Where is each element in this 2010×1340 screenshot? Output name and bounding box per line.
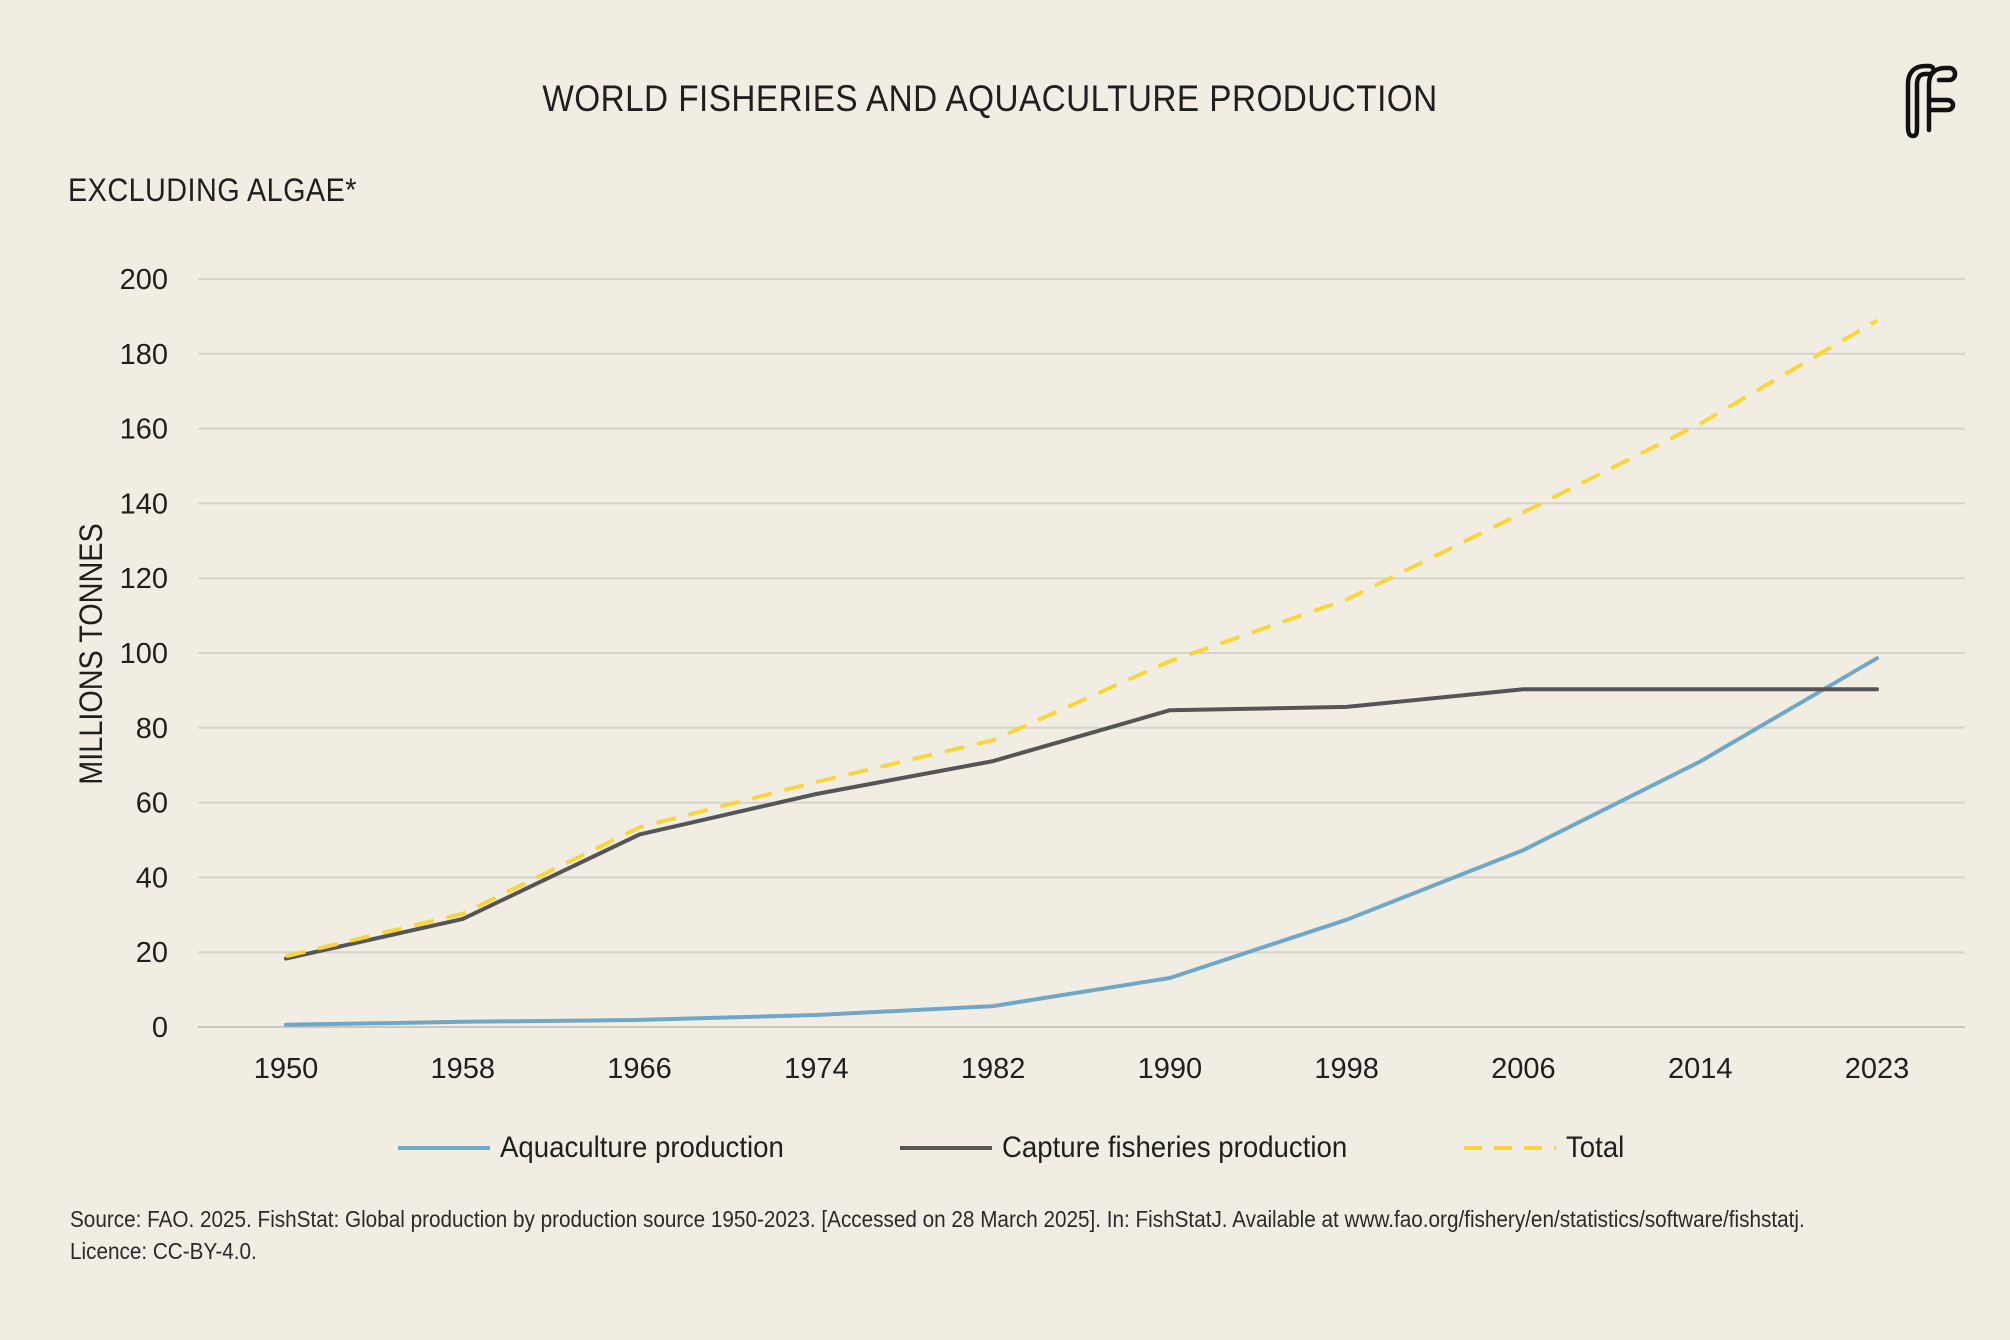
legend-swatch-capture (900, 1146, 992, 1150)
x-tick-label: 2006 (1491, 1053, 1556, 1085)
x-tick-labels: 1950 1958 1966 1974 1982 1990 1998 2006 2014 2023 (254, 1053, 1910, 1085)
legend-label-aquaculture: Aquaculture production (500, 1131, 784, 1164)
series-line-total (285, 318, 1879, 959)
x-tick-label: 1950 (254, 1053, 319, 1085)
legend: Aquaculture production Capture fisheries… (0, 1123, 2010, 1173)
x-tick-label: 1958 (431, 1053, 496, 1085)
gridlines (198, 278, 1965, 1028)
legend-label-capture: Capture fisheries production (1002, 1131, 1348, 1164)
x-tick-label: 1974 (784, 1053, 849, 1085)
y-tick-label: 120 (120, 563, 168, 595)
series-line-capture-fisheries (284, 687, 1879, 961)
source-line-2: Licence: CC-BY-4.0. (70, 1238, 257, 1264)
x-tick-label: 1990 (1138, 1053, 1203, 1085)
y-tick-label: 80 (136, 713, 168, 745)
x-tick-label: 1966 (607, 1053, 672, 1085)
x-tick-label: 2014 (1668, 1053, 1733, 1085)
fao-f-logo-icon (1905, 63, 1958, 139)
legend-label-total: Total (1566, 1131, 1625, 1164)
series-lines (284, 318, 1879, 1027)
legend-item-total: Total (1464, 1123, 1629, 1173)
y-tick-label: 20 (136, 937, 168, 969)
x-tick-label: 1998 (1314, 1053, 1379, 1085)
legend-item-aquaculture: Aquaculture production (398, 1123, 809, 1173)
legend-item-capture: Capture fisheries production (900, 1123, 1377, 1173)
y-tick-label: 180 (120, 339, 168, 371)
legend-swatch-total (1464, 1146, 1556, 1150)
y-tick-label: 100 (120, 638, 168, 670)
chart-title: WORLD FISHERIES AND AQUACULTURE PRODUCTI… (542, 78, 1438, 119)
y-tick-label: 60 (136, 788, 168, 820)
source-line-1: Source: FAO. 2025. FishStat: Global prod… (70, 1206, 1805, 1232)
series-line-aquaculture (284, 656, 1879, 1027)
x-tick-label: 2023 (1845, 1053, 1910, 1085)
y-tick-label: 160 (120, 414, 168, 446)
y-tick-label: 0 (152, 1012, 168, 1044)
source-note: Source: FAO. 2025. FishStat: Global prod… (70, 1203, 1970, 1267)
line-chart: 0 20 40 60 80 100 120 140 160 180 200 1950 1958 1966… (74, 264, 1965, 1085)
x-tick-label: 1982 (961, 1053, 1026, 1085)
y-tick-label: 40 (136, 862, 168, 894)
legend-swatch-aquaculture (398, 1146, 490, 1150)
y-tick-label: 140 (120, 488, 168, 520)
y-tick-labels: 0 20 40 60 80 100 120 140 160 180 200 (120, 264, 168, 1044)
y-tick-label: 200 (120, 264, 168, 296)
chart-subtitle: EXCLUDING ALGAE* (68, 172, 357, 208)
y-axis-label: MILLIONS TONNES (74, 523, 110, 784)
